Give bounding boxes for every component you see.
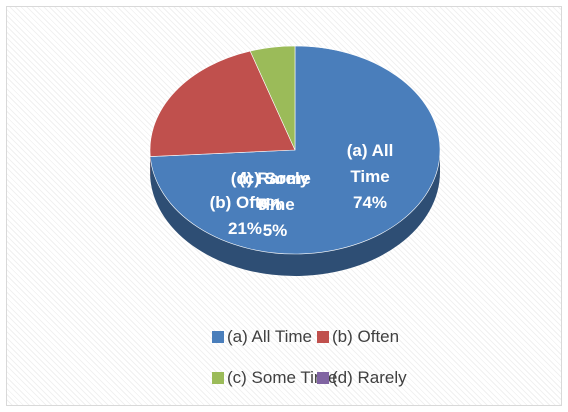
label-value: 5%: [262, 221, 288, 240]
slice: [149, 50, 296, 179]
legend-swatch: [212, 331, 224, 343]
slice-top: [249, 45, 296, 151]
data-label: (a) All Time 74%: [335, 138, 405, 216]
slice-side: [150, 150, 440, 276]
label-category: (a) All Time: [346, 141, 394, 186]
label-value: 74%: [352, 193, 388, 212]
slice-top: [149, 50, 296, 157]
label-value: 0%: [257, 195, 283, 214]
label-category: (c) Some Time: [239, 169, 311, 214]
legend-label: (c) Some Time: [227, 368, 338, 387]
legend-label: (d) Rarely: [332, 368, 407, 387]
label-value: 21%: [227, 219, 263, 238]
legend-swatch: [317, 372, 329, 384]
legend-item: (d) Rarely: [317, 368, 407, 388]
legend-label: (b) Often: [332, 327, 400, 346]
data-label: (b) Often 21%: [203, 190, 287, 242]
label-category: (b) Often: [209, 193, 281, 212]
data-label: (d) Rarely 0%: [225, 166, 315, 218]
legend-item: (a) All Time: [212, 327, 312, 347]
legend-swatch: [317, 331, 329, 343]
legend-label: (a) All Time: [227, 327, 313, 346]
slice: [249, 45, 296, 151]
legend-swatch: [212, 372, 224, 384]
legend-item: (c) Some Time: [212, 368, 338, 388]
legend-item: (b) Often: [317, 327, 399, 347]
label-category: (d) Rarely: [230, 169, 310, 188]
data-label: (c) Some Time 5%: [233, 166, 317, 244]
